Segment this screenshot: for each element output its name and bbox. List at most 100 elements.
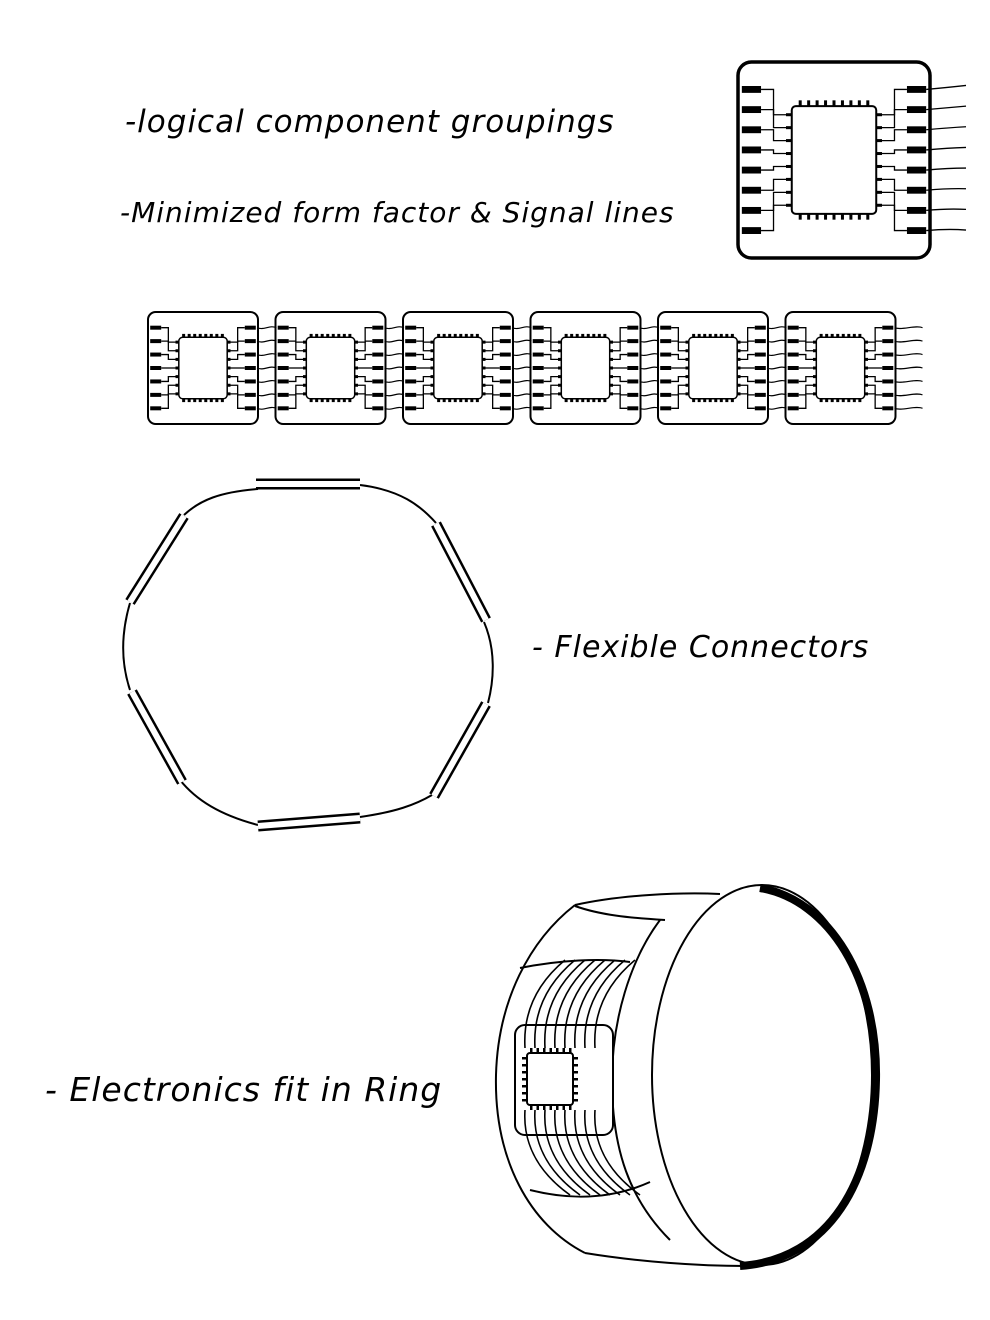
signal-trace (288, 327, 303, 343)
chip (178, 336, 228, 400)
edge-pad (277, 379, 289, 384)
chip-pin (573, 1064, 578, 1067)
chip-pin (522, 1085, 527, 1088)
chip-pin (442, 333, 446, 338)
chip-pin (193, 398, 197, 403)
chip-pin (581, 398, 585, 403)
chip-pin (430, 357, 434, 361)
signal-trace (882, 108, 907, 129)
edge-pad (741, 186, 762, 194)
edge-pad (405, 352, 417, 357)
module-interconnect (256, 379, 277, 383)
chip-pin (549, 1048, 552, 1053)
chip-pin (564, 398, 568, 403)
chip-pin (697, 333, 701, 338)
chip-pin (530, 1105, 533, 1110)
signal-trace (882, 191, 907, 212)
edge-pad (906, 186, 927, 194)
chip-pin (556, 1105, 559, 1110)
chip-pin (198, 398, 202, 403)
signal-trace (740, 384, 755, 396)
signal-trace (543, 375, 558, 383)
chip-pin (482, 366, 486, 370)
chip-pin (522, 1092, 527, 1095)
ring-signal-wire (584, 959, 626, 1049)
signal-trace (882, 88, 907, 116)
rigid-connector-inner (433, 522, 489, 622)
signal-trace (358, 340, 373, 352)
chip-pin (354, 340, 358, 344)
signal-trace (358, 384, 373, 396)
chip-pin (847, 398, 851, 403)
chip-pin (227, 366, 231, 370)
chip-pin (309, 333, 313, 338)
chip-pin (692, 333, 696, 338)
signal-trace (161, 375, 176, 383)
chip-pin (876, 177, 882, 181)
chip-pin (737, 383, 741, 387)
edge-pad (787, 352, 799, 357)
chip-pin (227, 392, 231, 396)
chip-pin (609, 392, 613, 396)
chip-pin (453, 333, 457, 338)
edge-pad (787, 366, 799, 370)
chip-pin (849, 100, 853, 107)
chip-pin (609, 383, 613, 387)
chip-pin (876, 203, 882, 207)
signal-trace (230, 353, 245, 361)
ring-signal-wire (524, 1109, 571, 1196)
chip-pin (342, 333, 346, 338)
edge-pad (405, 379, 417, 384)
lead-wire (926, 84, 967, 91)
chip-pin (737, 349, 741, 353)
signal-trace (740, 327, 755, 343)
chip-pin (852, 398, 856, 403)
module-interconnect (639, 406, 660, 410)
chip-pin (303, 383, 307, 387)
edge-pad (627, 379, 639, 384)
signal-trace (613, 375, 628, 383)
chip-pin (315, 333, 319, 338)
chip-pin (430, 383, 434, 387)
module-interconnect (511, 353, 532, 357)
module-interconnect (511, 339, 532, 343)
edge-pad (882, 366, 894, 370)
ring-connector (519, 959, 631, 969)
chip (560, 336, 611, 400)
edge-pad (244, 352, 256, 357)
chip-pin (448, 333, 452, 338)
edge-pad (532, 366, 544, 370)
chip-pin (592, 398, 596, 403)
edge-pad (532, 352, 544, 357)
lead-wire (926, 228, 967, 232)
chip-pin (786, 164, 792, 168)
chip-pin (575, 398, 579, 403)
chip-pin (464, 333, 468, 338)
ring-signal-wire (564, 959, 606, 1049)
chip-pin (175, 340, 179, 344)
chip-pin (840, 213, 844, 220)
module-interconnect (639, 379, 660, 383)
edge-pad (906, 126, 927, 134)
chip-pin (437, 398, 441, 403)
ring-signal-wire (544, 959, 586, 1049)
chip-pin (609, 375, 613, 379)
chip-pin (558, 392, 562, 396)
chip-pin (342, 398, 346, 403)
chip-pin (841, 333, 845, 338)
signal-trace (868, 375, 883, 383)
signal-trace (485, 327, 500, 343)
signal-trace (868, 340, 883, 352)
chip-pin (876, 139, 882, 143)
chip-pin (813, 366, 817, 370)
chip-pin (303, 349, 307, 353)
edge-pad (150, 379, 162, 384)
module-interconnect (511, 366, 532, 370)
edge-pad (787, 406, 799, 411)
chip-pin (876, 164, 882, 168)
edge-pad (660, 366, 672, 370)
chip-pin (876, 126, 882, 130)
signal-trace (230, 375, 245, 383)
signal-trace (485, 384, 500, 396)
signal-trace (798, 340, 813, 352)
